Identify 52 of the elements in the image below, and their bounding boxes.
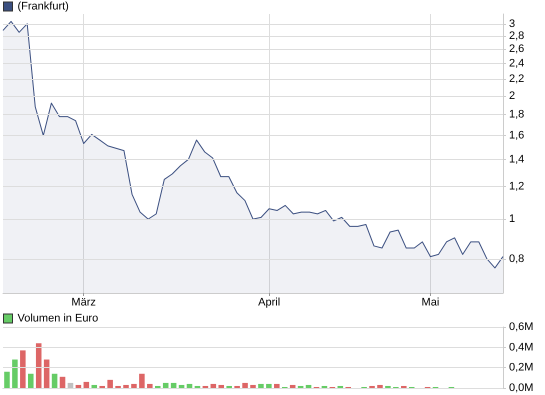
y-tick-label: 0,6M bbox=[509, 321, 534, 333]
x-tick-label: Mai bbox=[422, 296, 440, 308]
x-tick-label: April bbox=[258, 296, 280, 308]
y-tick-label: 1 bbox=[509, 213, 516, 226]
bar bbox=[76, 384, 82, 388]
bar bbox=[242, 382, 248, 388]
bar bbox=[131, 384, 137, 388]
bar bbox=[91, 384, 98, 388]
bar bbox=[162, 382, 168, 388]
bar bbox=[44, 360, 50, 388]
y-tick-label: 1,8 bbox=[509, 108, 524, 121]
y-tick-label: 0,8 bbox=[509, 252, 524, 265]
bar bbox=[377, 384, 383, 388]
bar bbox=[68, 382, 74, 388]
bar bbox=[290, 384, 296, 388]
legend-label: Volumen in Euro bbox=[18, 312, 98, 324]
bar bbox=[4, 372, 10, 388]
y-tick-label: 1,2 bbox=[509, 180, 524, 193]
bar bbox=[84, 382, 90, 388]
bar bbox=[36, 343, 42, 388]
bar bbox=[306, 384, 312, 388]
y-tick-label: 1,4 bbox=[509, 153, 524, 166]
y-tick-label: 2,4 bbox=[509, 57, 524, 70]
bar bbox=[123, 384, 129, 388]
bar bbox=[28, 374, 34, 388]
bar bbox=[258, 384, 264, 388]
y-tick-label: 1,6 bbox=[509, 130, 524, 142]
y-tick-label: 2 bbox=[509, 90, 516, 102]
bar bbox=[218, 384, 224, 388]
bar bbox=[107, 380, 113, 388]
bar bbox=[147, 384, 153, 388]
y-tick-label: 2,8 bbox=[509, 30, 524, 42]
y-tick-label: 2,6 bbox=[509, 43, 524, 56]
bar bbox=[170, 382, 176, 388]
y-tick-label: 0,2M bbox=[509, 362, 534, 374]
bar bbox=[178, 384, 184, 388]
bar bbox=[139, 374, 145, 388]
bar bbox=[274, 384, 280, 388]
legend-label: (Frankfurt) bbox=[18, 0, 69, 12]
bar bbox=[266, 384, 272, 388]
bar bbox=[60, 376, 66, 388]
y-tick-label: 3 bbox=[509, 18, 516, 30]
bar bbox=[186, 384, 192, 388]
bar bbox=[210, 384, 216, 388]
y-tick-label: 0,0M bbox=[509, 382, 534, 394]
bar bbox=[250, 384, 256, 388]
bar bbox=[52, 374, 58, 388]
bar bbox=[20, 350, 26, 388]
bar bbox=[12, 360, 18, 388]
y-tick-label: 0,4M bbox=[509, 341, 534, 354]
y-tick-label: 2,2 bbox=[509, 72, 524, 85]
x-tick-label: März bbox=[71, 296, 96, 308]
